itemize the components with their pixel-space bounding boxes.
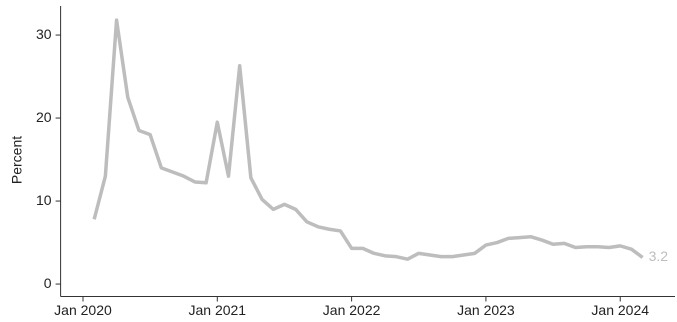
y-tick-label: 20 bbox=[36, 109, 52, 125]
line-series bbox=[92, 18, 644, 261]
x-tick-label: Jan 2022 bbox=[323, 302, 381, 318]
y-tick-label: 10 bbox=[36, 192, 52, 208]
end-label: 3.2 bbox=[649, 248, 669, 264]
y-axis-label: Percent bbox=[9, 136, 25, 184]
y-tick-label: 30 bbox=[36, 26, 52, 42]
x-tick-label: Jan 2024 bbox=[591, 302, 649, 318]
x-tick-label: Jan 2023 bbox=[457, 302, 515, 318]
x-tick-label: Jan 2021 bbox=[188, 302, 246, 318]
x-tick-label: Jan 2020 bbox=[54, 302, 112, 318]
y-tick-label: 0 bbox=[44, 275, 52, 291]
